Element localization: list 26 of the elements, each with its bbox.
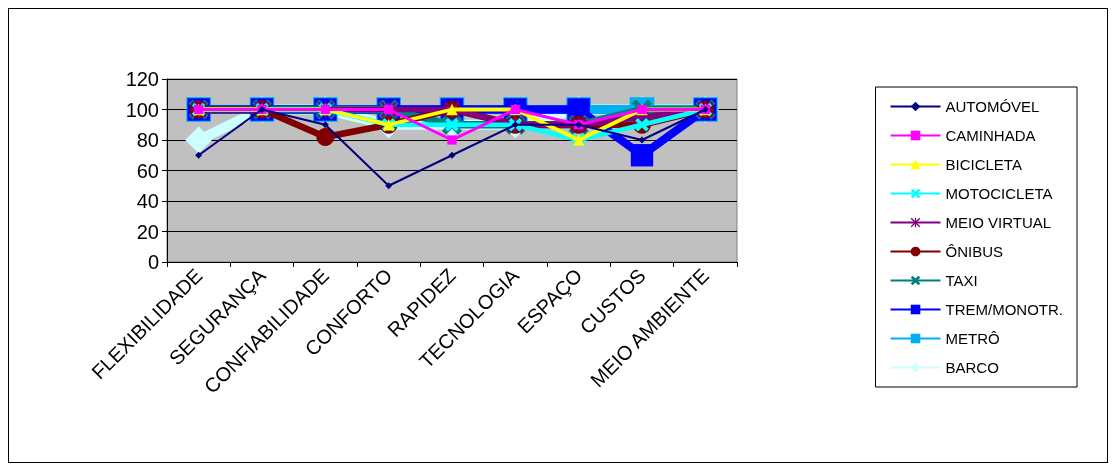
point bbox=[385, 182, 393, 190]
point bbox=[448, 151, 456, 159]
point bbox=[447, 135, 457, 145]
point bbox=[316, 127, 335, 146]
y-tick-label: 80 bbox=[136, 129, 159, 151]
y-tick-label: 20 bbox=[136, 220, 159, 243]
legend-label: AUTOMÓVEL bbox=[945, 98, 1040, 115]
point bbox=[638, 136, 646, 144]
legend-label: MOTOCICLETA bbox=[945, 185, 1053, 202]
y-tick-label: 0 bbox=[147, 251, 159, 273]
point bbox=[321, 121, 329, 129]
point bbox=[195, 151, 203, 159]
legend-label: ÔNIBUS bbox=[945, 243, 1004, 260]
point bbox=[630, 144, 654, 167]
y-tick-label: 100 bbox=[125, 98, 159, 121]
point bbox=[185, 126, 213, 154]
legend-label: MEIO VIRTUAL bbox=[945, 214, 1052, 231]
legend-label: CAMINHADA bbox=[945, 127, 1036, 144]
y-tick-label: 120 bbox=[125, 68, 159, 90]
y-tick-label: 60 bbox=[136, 159, 159, 182]
legend-label: TAXI bbox=[945, 272, 978, 289]
legend-label: METRÔ bbox=[945, 330, 1000, 347]
legend-label: BARCO bbox=[945, 359, 999, 376]
legend-label: TREM/MONOTR. bbox=[945, 301, 1064, 318]
y-tick-label: 40 bbox=[136, 190, 159, 212]
legend-label: BICICLETA bbox=[945, 156, 1022, 173]
